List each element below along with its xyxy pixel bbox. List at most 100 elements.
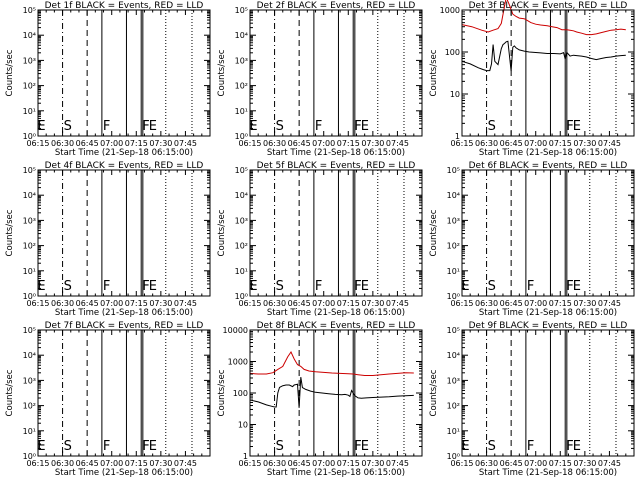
y-tick-label: 10³	[447, 376, 460, 385]
event-marker-e: E	[37, 119, 45, 134]
y-tick-label: 10²	[447, 242, 460, 251]
x-tick-label: 07:30	[361, 299, 384, 308]
x-tick-label: 07:15	[337, 299, 360, 308]
event-marker-f: F	[527, 279, 534, 294]
panel-title: Det 8f BLACK = Events, RED = LLD	[257, 321, 416, 331]
y-tick-label: 10	[238, 421, 248, 430]
y-tick-label: 100	[233, 389, 248, 398]
y-tick-label: 10³	[235, 56, 248, 65]
x-tick-label: 06:45	[288, 139, 311, 148]
x-tick-label: 07:15	[549, 459, 572, 468]
x-tick-label: 07:45	[386, 459, 409, 468]
y-axis-label: Counts/sec	[5, 209, 15, 256]
y-tick-label: 1	[243, 452, 248, 461]
x-tick-label: 06:45	[76, 299, 99, 308]
event-marker-f: F	[142, 439, 149, 454]
event-marker-e: E	[361, 439, 369, 454]
event-marker-f: F	[566, 439, 573, 454]
y-tick-label: 10⁰	[23, 452, 36, 461]
x-axis-label: Start Time (21-Sep-18 06:15:00)	[479, 148, 617, 158]
x-tick-label: 06:15	[450, 299, 473, 308]
y-tick-label: 10	[450, 90, 460, 99]
y-tick-label: 10⁴	[23, 351, 36, 360]
y-axis-label: Counts/sec	[429, 369, 439, 416]
y-tick-label: 10⁴	[447, 191, 460, 200]
y-tick-label: 10⁵	[235, 166, 248, 175]
x-tick-label: 06:30	[475, 459, 498, 468]
y-tick-label: 1000	[440, 6, 460, 15]
x-tick-label: 07:30	[149, 299, 172, 308]
plot-frame	[37, 329, 211, 457]
plot-frame	[461, 9, 635, 137]
x-tick-label: 07:00	[100, 299, 123, 308]
event-marker-s: S	[64, 439, 72, 454]
y-tick-label: 10⁴	[447, 351, 460, 360]
y-tick-label: 10⁴	[235, 191, 248, 200]
event-marker-f: F	[354, 439, 361, 454]
x-tick-label: 06:30	[51, 459, 74, 468]
x-axis-label: Start Time (21-Sep-18 06:15:00)	[55, 148, 193, 158]
x-tick-label: 07:45	[598, 139, 621, 148]
y-tick-label: 10⁵	[23, 166, 36, 175]
event-marker-e: E	[361, 279, 369, 294]
event-marker-e: E	[149, 279, 157, 294]
event-marker-s: S	[488, 439, 496, 454]
x-tick-label: 06:45	[76, 139, 99, 148]
y-tick-label: 10⁴	[235, 31, 248, 40]
x-tick-label: 06:30	[475, 299, 498, 308]
y-tick-label: 10²	[23, 402, 36, 411]
event-marker-e: E	[249, 279, 257, 294]
y-tick-label: 10¹	[447, 267, 460, 276]
x-tick-label: 07:30	[149, 459, 172, 468]
y-axis-label: Counts/sec	[217, 369, 227, 416]
y-tick-label: 10³	[23, 216, 36, 225]
y-tick-label: 10⁵	[447, 326, 460, 335]
x-tick-label: 06:45	[500, 139, 523, 148]
event-marker-f: F	[142, 119, 149, 134]
panel-title: Det 9f BLACK = Events, RED = LLD	[469, 321, 628, 331]
y-tick-label: 10⁰	[23, 132, 36, 141]
event-marker-f: F	[315, 279, 322, 294]
x-tick-label: 07:45	[386, 299, 409, 308]
event-marker-f: F	[103, 119, 110, 134]
y-tick-label: 10²	[447, 402, 460, 411]
event-marker-e: E	[461, 439, 469, 454]
event-marker-e: E	[573, 279, 581, 294]
x-tick-label: 07:15	[125, 459, 148, 468]
x-axis-label: Start Time (21-Sep-18 06:15:00)	[55, 468, 193, 478]
x-tick-label: 06:15	[238, 459, 261, 468]
y-tick-label: 10⁵	[447, 166, 460, 175]
x-axis-label: Start Time (21-Sep-18 06:15:00)	[479, 468, 617, 478]
x-tick-label: 06:45	[500, 299, 523, 308]
x-tick-label: 06:45	[288, 299, 311, 308]
event-marker-e: E	[37, 439, 45, 454]
event-marker-e: E	[361, 119, 369, 134]
lld-series-line	[249, 350, 414, 376]
event-marker-s: S	[64, 279, 72, 294]
x-tick-label: 07:30	[573, 139, 596, 148]
y-tick-label: 10⁰	[235, 132, 248, 141]
panel-det-8f: Det 8f BLACK = Events, RED = LLD S F E 1 10 10…	[217, 321, 423, 478]
events-series-line	[249, 377, 414, 408]
event-marker-s: S	[488, 119, 496, 134]
y-axis-label: Counts/sec	[429, 209, 439, 256]
y-tick-label: 10²	[23, 242, 36, 251]
y-tick-label: 10¹	[235, 267, 248, 276]
y-axis-label: Counts/sec	[5, 369, 15, 416]
x-tick-label: 07:15	[549, 139, 572, 148]
y-tick-label: 10⁴	[23, 31, 36, 40]
x-tick-label: 06:45	[500, 459, 523, 468]
x-tick-label: 06:30	[51, 139, 74, 148]
event-marker-s: S	[276, 119, 284, 134]
y-tick-label: 10⁵	[23, 6, 36, 15]
x-tick-label: 07:45	[174, 139, 197, 148]
event-marker-f: F	[103, 279, 110, 294]
x-tick-label: 07:30	[573, 299, 596, 308]
x-tick-label: 07:15	[125, 139, 148, 148]
